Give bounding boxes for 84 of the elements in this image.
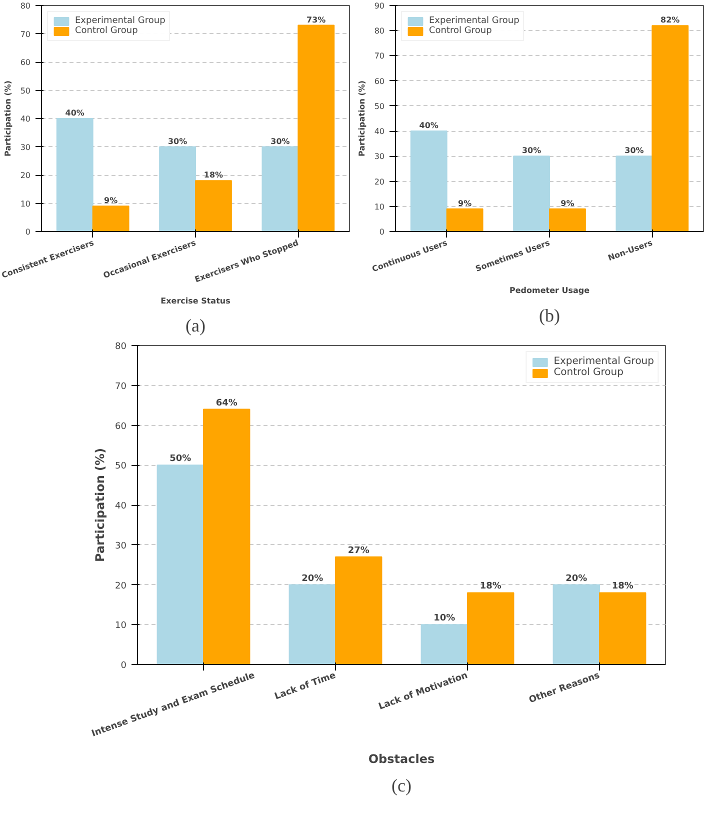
data-label: 27%	[348, 546, 370, 556]
text: (b)	[539, 306, 560, 326]
data-label: 18%	[480, 582, 502, 592]
y-axis-title: Participation (%)	[93, 448, 108, 562]
y-tick-label: 10	[20, 199, 31, 208]
y-axis-title: Participation (%)	[357, 80, 366, 157]
y-tick-label: 50	[20, 86, 31, 96]
bar	[195, 180, 232, 232]
bar	[513, 156, 550, 232]
data-label: 30%	[168, 136, 188, 146]
y-tick-label: 60	[374, 76, 385, 86]
bar	[420, 624, 468, 664]
y-tick-label: 0	[120, 661, 127, 671]
data-label: 18%	[204, 170, 224, 180]
y-tick-label: 70	[20, 30, 31, 39]
x-axis-title: Pedometer Usage	[509, 286, 590, 296]
bar	[92, 206, 130, 232]
legend-label: Control Group	[429, 26, 492, 36]
bar	[156, 464, 204, 664]
legend-label: Control Group	[554, 367, 624, 378]
data-label: 73%	[306, 15, 326, 24]
y-tick-label: 70	[115, 382, 127, 392]
y-tick-label: 60	[20, 58, 31, 67]
bar	[652, 25, 689, 232]
y-tick-label: 90	[374, 2, 385, 10]
y-tick-label: 30	[20, 142, 31, 152]
y-tick-label: 20	[115, 581, 127, 592]
y-tick-label: 40	[20, 114, 31, 124]
bar	[262, 146, 299, 232]
bar	[410, 130, 448, 232]
y-axis-title: Participation (%)	[3, 80, 12, 157]
bar	[56, 118, 94, 232]
bar	[298, 24, 335, 232]
y-tick-label: 70	[374, 52, 385, 61]
y-tick-label: 10	[115, 621, 127, 632]
text: (a)	[186, 316, 206, 336]
data-label: 50%	[170, 454, 192, 464]
legend-label: Experimental Group	[554, 356, 654, 367]
bar	[616, 156, 653, 232]
legend-label: Control Group	[75, 26, 138, 36]
y-tick-label: 80	[115, 342, 127, 352]
bar	[335, 556, 382, 664]
y-tick-label: 30	[115, 541, 127, 552]
y-tick-label: 10	[374, 202, 385, 212]
x-axis-title: Obstacles	[368, 752, 435, 766]
y-tick-label: 20	[20, 171, 31, 180]
y-tick-label: 40	[115, 502, 127, 512]
y-tick-label: 20	[374, 177, 385, 186]
bar	[467, 592, 514, 664]
bar	[288, 584, 336, 664]
x-axis-title: Exercise Status	[160, 296, 231, 306]
text: (c)	[392, 776, 412, 796]
data-label: 30%	[624, 146, 644, 156]
bar	[203, 408, 250, 664]
y-tick-label: 30	[374, 152, 385, 162]
y-tick-label: 80	[374, 26, 385, 36]
y-tick-label: 50	[374, 102, 385, 111]
data-label: 20%	[302, 574, 324, 584]
data-label: 9%	[104, 196, 118, 206]
y-tick-label: 40	[374, 127, 385, 136]
bar	[552, 584, 600, 664]
bar	[159, 146, 196, 232]
data-label: 40%	[65, 108, 84, 118]
bar	[446, 208, 484, 232]
data-label: 82%	[660, 16, 680, 25]
bar	[549, 208, 586, 232]
data-label: 10%	[434, 614, 456, 624]
bar	[599, 592, 646, 664]
x-tick-label: Lack of Time	[273, 670, 338, 702]
y-tick-label: 50	[115, 462, 127, 472]
data-label: 30%	[270, 136, 290, 146]
data-label: 64%	[216, 398, 238, 408]
legend-label: Experimental Group	[429, 16, 520, 26]
legend-label: Experimental Group	[75, 16, 166, 26]
y-tick-label: 0	[379, 228, 385, 236]
y-tick-label: 0	[25, 228, 31, 236]
y-tick-label: 80	[20, 2, 31, 10]
data-label: 20%	[566, 574, 588, 584]
data-label: 9%	[560, 198, 574, 208]
data-label: 18%	[612, 582, 634, 592]
data-label: 30%	[522, 146, 542, 156]
data-label: 9%	[458, 198, 472, 208]
y-tick-label: 60	[115, 422, 127, 432]
data-label: 40%	[419, 121, 438, 130]
